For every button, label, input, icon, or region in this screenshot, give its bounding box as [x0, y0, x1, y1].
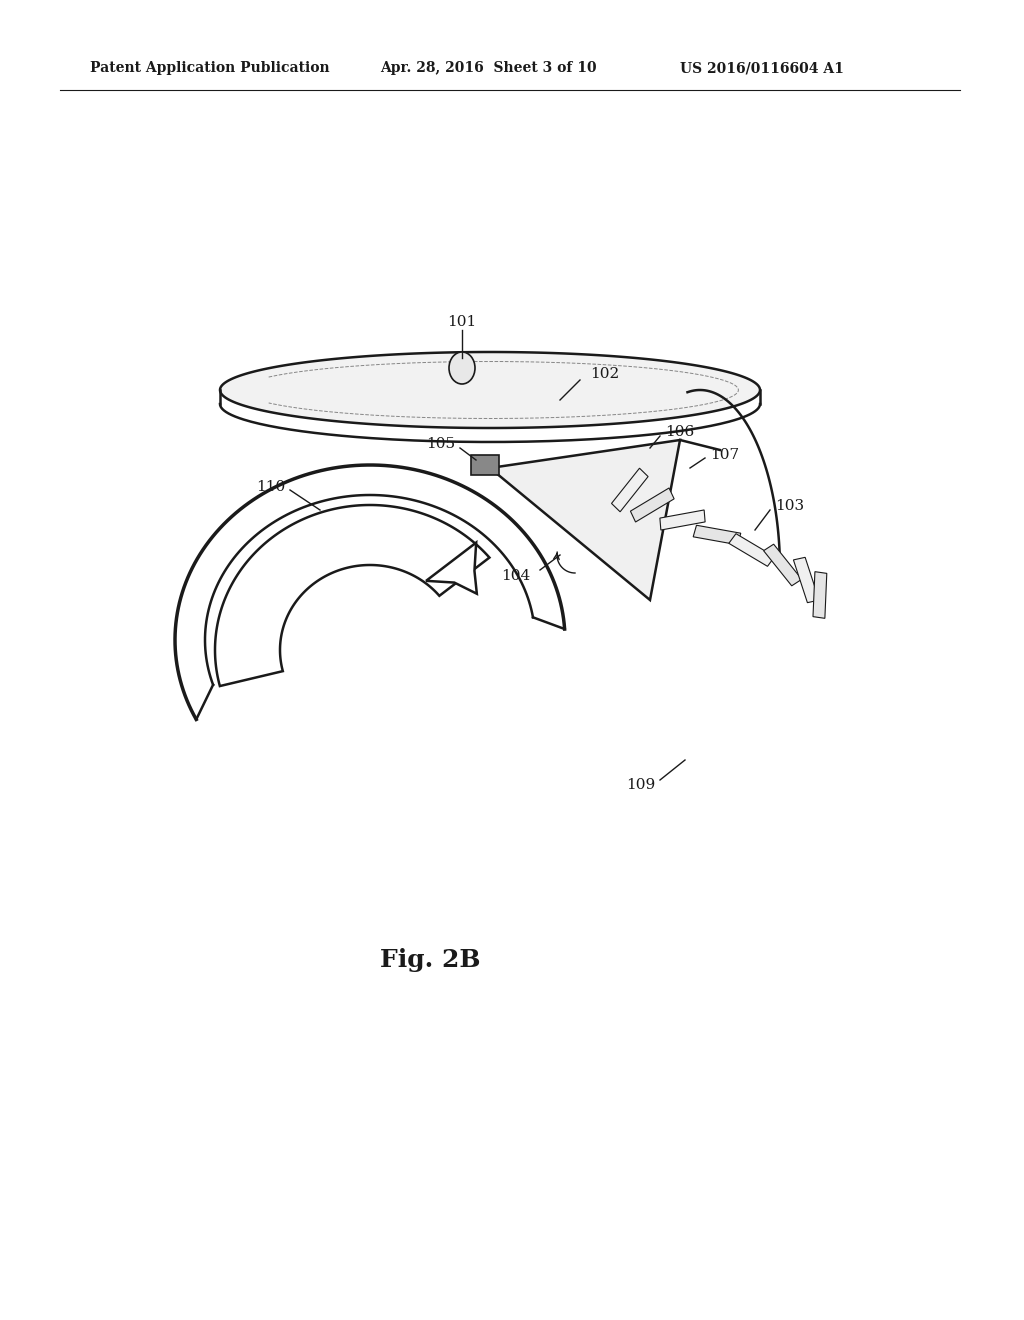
Text: 104: 104: [501, 569, 530, 583]
Text: 102: 102: [590, 367, 620, 381]
Text: 109: 109: [626, 777, 655, 792]
Text: 110: 110: [256, 480, 285, 494]
Text: 103: 103: [775, 499, 804, 513]
Polygon shape: [693, 525, 740, 545]
Text: Patent Application Publication: Patent Application Publication: [90, 61, 330, 75]
Polygon shape: [659, 510, 706, 531]
Polygon shape: [813, 572, 826, 618]
Text: Apr. 28, 2016  Sheet 3 of 10: Apr. 28, 2016 Sheet 3 of 10: [380, 61, 597, 75]
Text: 107: 107: [710, 447, 739, 462]
Polygon shape: [490, 440, 680, 601]
Polygon shape: [611, 469, 648, 512]
Polygon shape: [729, 533, 774, 566]
Polygon shape: [426, 543, 477, 594]
Polygon shape: [471, 455, 499, 475]
Polygon shape: [215, 506, 489, 686]
Text: 101: 101: [447, 315, 476, 329]
Ellipse shape: [449, 352, 475, 384]
Polygon shape: [220, 352, 760, 428]
Text: 106: 106: [665, 425, 694, 440]
Polygon shape: [631, 488, 674, 521]
Text: US 2016/0116604 A1: US 2016/0116604 A1: [680, 61, 844, 75]
Polygon shape: [794, 557, 819, 603]
Text: Fig. 2B: Fig. 2B: [380, 948, 480, 972]
Polygon shape: [764, 544, 802, 586]
Text: 105: 105: [426, 437, 455, 451]
